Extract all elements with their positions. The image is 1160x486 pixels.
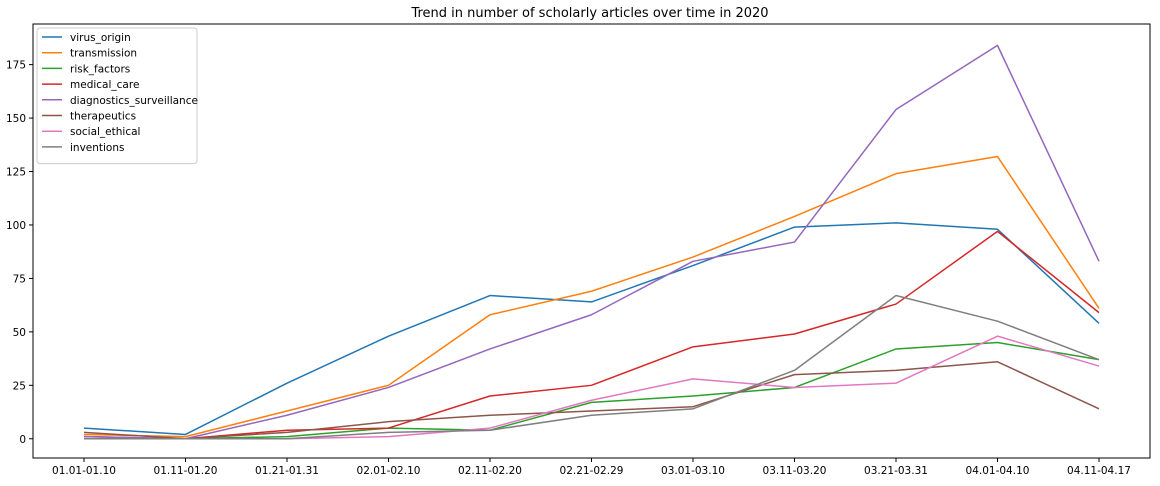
series-line-medical-care — [83, 230, 1100, 440]
x-tick-label: 02.21-02.29 — [560, 465, 624, 477]
x-tick-label: 01.21-01.31 — [255, 465, 319, 477]
y-axis: 0 25 50 75 100 125 150 175 — [6, 60, 33, 446]
y-tick-label: 150 — [6, 113, 26, 125]
legend-label-inventions: inventions — [70, 142, 124, 154]
x-tick-label: 01.01-01.10 — [52, 465, 116, 477]
series-line-risk-factors — [84, 341, 1100, 440]
x-tick-label: 03.21-03.31 — [864, 465, 928, 477]
x-tick-label: 01.11-01.20 — [154, 465, 218, 477]
legend-box — [36, 27, 198, 165]
legend-label-therapeutics: therapeutics — [70, 111, 136, 123]
legend-label-virus-origin: virus_origin — [70, 32, 131, 44]
y-tick-label: 75 — [13, 273, 26, 285]
legend-label-risk-factors: risk_factors — [70, 63, 130, 75]
legend-label-social-ethical: social_ethical — [70, 126, 140, 138]
series-line-transmission — [83, 155, 1100, 438]
x-tick-label: 04.01-04.10 — [966, 465, 1030, 477]
x-tick-label: 03.11-03.20 — [763, 465, 827, 477]
y-tick-label: 175 — [6, 60, 26, 72]
series-line-inventions — [84, 294, 1100, 440]
y-tick-label: 125 — [6, 167, 26, 179]
y-tick-label: 50 — [13, 327, 26, 339]
y-tick-label: 25 — [13, 380, 26, 392]
legend-label-transmission: transmission — [70, 48, 137, 60]
chart-title: Trend in number of scholarly articles ov… — [410, 6, 768, 21]
plot-frame — [32, 23, 1151, 459]
x-tick-label: 03.01-03.10 — [661, 465, 725, 477]
legend: virus_origin transmission risk_factorsmedi… — [36, 27, 198, 165]
x-tick-label: 02.01-02.10 — [357, 465, 421, 477]
x-tick-label: 02.11-02.20 — [458, 465, 522, 477]
x-axis: 01.01-01.10 01.11-01.20 01.21-01.31 02.01-0… — [52, 458, 1131, 477]
y-tick-label: 0 — [19, 434, 26, 446]
series-line-virus-origin — [83, 222, 1100, 436]
y-tick-label: 100 — [6, 220, 26, 232]
legend-label-diagnostics-surveillance: diagnostics_surveillance — [70, 95, 198, 107]
plot-lines — [83, 44, 1100, 440]
x-tick-label: 04.11-04.17 — [1067, 465, 1131, 477]
series-line-diagnostics-surveillance — [83, 44, 1100, 440]
legend-label-medical-care: medical_care — [70, 79, 139, 91]
